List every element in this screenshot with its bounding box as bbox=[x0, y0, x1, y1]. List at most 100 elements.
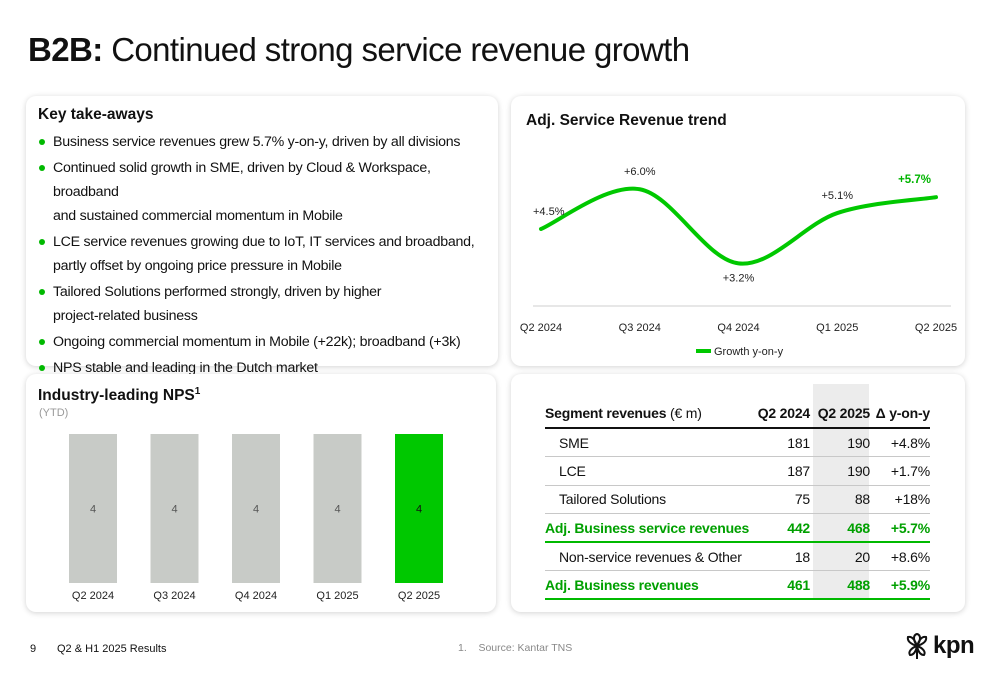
takeaway-line: LCE service revenues growing due to IoT,… bbox=[53, 234, 475, 250]
segment-row-label: Non-service revenues & Other bbox=[545, 542, 752, 571]
takeaway-line: NPS stable and leading in the Dutch mark… bbox=[53, 360, 318, 376]
nps-bar-label: 4 bbox=[416, 504, 422, 516]
segment-row-label: Adj. Business service revenues bbox=[545, 513, 752, 543]
nps-bar bbox=[313, 434, 362, 583]
trend-data-label: +6.0% bbox=[624, 166, 656, 178]
segment-cell-q2-2025: 20 bbox=[810, 542, 870, 571]
segment-header-q2-2024: Q2 2024 bbox=[752, 398, 810, 429]
nps-chart: 4 Q2 2024 4 Q3 2024 4 Q4 2024 4 Q1 2025 4 Q2 2025 bbox=[69, 434, 443, 602]
segment-header-text: Segment revenues bbox=[545, 404, 667, 421]
segment-header-delta: Δ y-on-y bbox=[870, 398, 930, 429]
footnote-text: Source: Kantar TNS bbox=[478, 642, 573, 654]
trend-data-label: +4.5% bbox=[533, 206, 565, 218]
segment-cell-q2-2024: 187 bbox=[752, 456, 810, 486]
takeaway-item: Ongoing commercial momentum in Mobile (+… bbox=[38, 330, 488, 354]
nps-bar-label: 4 bbox=[334, 504, 340, 516]
takeaway-item: NPS stable and leading in the Dutch mark… bbox=[38, 356, 488, 380]
takeaway-line: Tailored Solutions performed strongly, d… bbox=[53, 284, 382, 300]
footnote-source: 1. Source: Kantar TNS bbox=[458, 642, 572, 654]
segment-row-label: Adj. Business revenues bbox=[545, 570, 752, 600]
segment-cell-q2-2025: 88 bbox=[810, 485, 870, 514]
nps-bar-label: 4 bbox=[253, 504, 259, 516]
trend-card: Adj. Service Revenue trend +4.5% Q2 2024 +… bbox=[511, 96, 965, 366]
segment-cell-q2-2024: 181 bbox=[752, 428, 810, 457]
segment-cell-q2-2025: 488 bbox=[810, 570, 870, 600]
takeaways-list: Business service revenues grew 5.7% y-on… bbox=[38, 130, 488, 380]
segment-cell-delta: +5.7% bbox=[870, 513, 930, 543]
nps-title-footnote: 1 bbox=[194, 386, 201, 397]
trend-data-label: +3.2% bbox=[723, 272, 755, 284]
footnote-number: 1. bbox=[458, 642, 467, 654]
nps-bar-label: 4 bbox=[171, 504, 177, 516]
segment-header-label: Segment revenues (€ m) bbox=[545, 398, 752, 429]
page-number: 9 bbox=[30, 643, 37, 655]
segment-cell-q2-2024: 75 bbox=[752, 485, 810, 514]
segment-cell-delta: +4.8% bbox=[870, 428, 930, 457]
takeaway-line: partly offset by ongoing price pressure … bbox=[53, 258, 342, 274]
segment-header-row: Segment revenues (€ m) Q2 2024 Q2 2025 Δ… bbox=[545, 398, 930, 429]
segment-cell-delta: +18% bbox=[870, 485, 930, 514]
takeaway-item: Business service revenues grew 5.7% y-on… bbox=[38, 130, 488, 154]
nps-x-tick-label: Q2 2024 bbox=[72, 590, 114, 602]
nps-x-tick-label: Q2 2025 bbox=[398, 590, 440, 602]
trend-x-tick-label: Q2 2024 bbox=[520, 322, 562, 334]
kpn-flower-icon bbox=[906, 632, 928, 659]
trend-x-tick-label: Q4 2024 bbox=[717, 322, 759, 334]
page-title-bold: B2B: bbox=[28, 31, 103, 68]
segment-cell-q2-2025: 468 bbox=[810, 513, 870, 543]
trend-data-label: +5.1% bbox=[822, 190, 854, 202]
trend-data-label: +5.7% bbox=[898, 174, 931, 186]
nps-bar bbox=[69, 434, 117, 583]
nps-title: Industry-leading NPS1 bbox=[38, 386, 200, 405]
page-title-rest: Continued strong service revenue growth bbox=[111, 31, 690, 68]
takeaways-card: Key take-aways Business service revenues… bbox=[26, 96, 498, 376]
nps-bar bbox=[232, 434, 280, 583]
nps-bar bbox=[150, 434, 199, 583]
segment-header-unit: (€ m) bbox=[670, 404, 702, 421]
nps-subtitle: (YTD) bbox=[39, 407, 69, 419]
segment-cell-delta: +1.7% bbox=[870, 456, 930, 486]
nps-x-tick-label: Q4 2024 bbox=[235, 590, 277, 602]
segment-row: LCE 187 190 +1.7% bbox=[545, 456, 930, 486]
segment-row-label: Tailored Solutions bbox=[545, 485, 752, 514]
segment-row-label: LCE bbox=[545, 456, 752, 486]
nps-card: Industry-leading NPS1 (YTD) 4 Q2 2024 4 Q3 … bbox=[26, 374, 496, 612]
takeaway-item: LCE service revenues growing due to IoT,… bbox=[38, 230, 488, 278]
trend-x-tick-label: Q1 2025 bbox=[816, 322, 858, 334]
segment-cell-q2-2024: 461 bbox=[752, 570, 810, 600]
trend-x-tick-label: Q3 2024 bbox=[619, 322, 661, 334]
segment-total-row: Adj. Business revenues 461 488 +5.9% bbox=[545, 570, 930, 600]
nps-bar-label: 4 bbox=[90, 504, 96, 516]
page-title: B2B: Continued strong service revenue gr… bbox=[28, 30, 690, 70]
segment-row: Non-service revenues & Other 18 20 +8.6% bbox=[545, 542, 930, 571]
segment-cell-q2-2024: 18 bbox=[752, 542, 810, 571]
takeaway-line: Continued solid growth in SME, driven by… bbox=[53, 160, 431, 200]
nps-x-tick-label: Q3 2024 bbox=[153, 590, 195, 602]
nps-title-text: Industry-leading NPS bbox=[38, 387, 195, 405]
takeaway-line: and sustained commercial momentum in Mob… bbox=[53, 208, 343, 224]
segment-row: Tailored Solutions 75 88 +18% bbox=[545, 485, 930, 514]
segment-cell-delta: +5.9% bbox=[870, 570, 930, 600]
segment-cell-q2-2024: 442 bbox=[752, 513, 810, 543]
takeaway-line: Business service revenues grew 5.7% y-on… bbox=[53, 134, 461, 150]
report-name: Q2 & H1 2025 Results bbox=[57, 643, 167, 655]
takeaways-heading: Key take-aways bbox=[38, 106, 154, 123]
segment-cell-q2-2025: 190 bbox=[810, 456, 870, 486]
trend-series-line bbox=[539, 186, 938, 266]
segment-total-row: Adj. Business service revenues 442 468 +5.7… bbox=[545, 513, 930, 543]
segment-row-label: SME bbox=[545, 428, 752, 457]
segment-table: Segment revenues (€ m) Q2 2024 Q2 2025 Δ… bbox=[545, 398, 930, 600]
nps-x-tick-label: Q1 2025 bbox=[316, 590, 358, 602]
segment-cell-q2-2025: 190 bbox=[810, 428, 870, 457]
takeaway-item: Continued solid growth in SME, driven by… bbox=[38, 156, 488, 228]
takeaway-line: Ongoing commercial momentum in Mobile (+… bbox=[53, 334, 461, 350]
kpn-logo: kpn bbox=[904, 632, 975, 660]
kpn-logo-text: kpn bbox=[933, 632, 975, 659]
takeaway-item: Tailored Solutions performed strongly, d… bbox=[38, 280, 488, 328]
segment-header-q2-2025: Q2 2025 bbox=[810, 398, 870, 429]
segment-card: Segment revenues (€ m) Q2 2024 Q2 2025 Δ… bbox=[511, 374, 965, 612]
segment-row: SME 181 190 +4.8% bbox=[545, 428, 930, 457]
takeaway-line: project-related business bbox=[53, 308, 198, 324]
trend-title: Adj. Service Revenue trend bbox=[526, 112, 727, 129]
trend-legend-label: Growth y-on-y bbox=[714, 346, 784, 358]
